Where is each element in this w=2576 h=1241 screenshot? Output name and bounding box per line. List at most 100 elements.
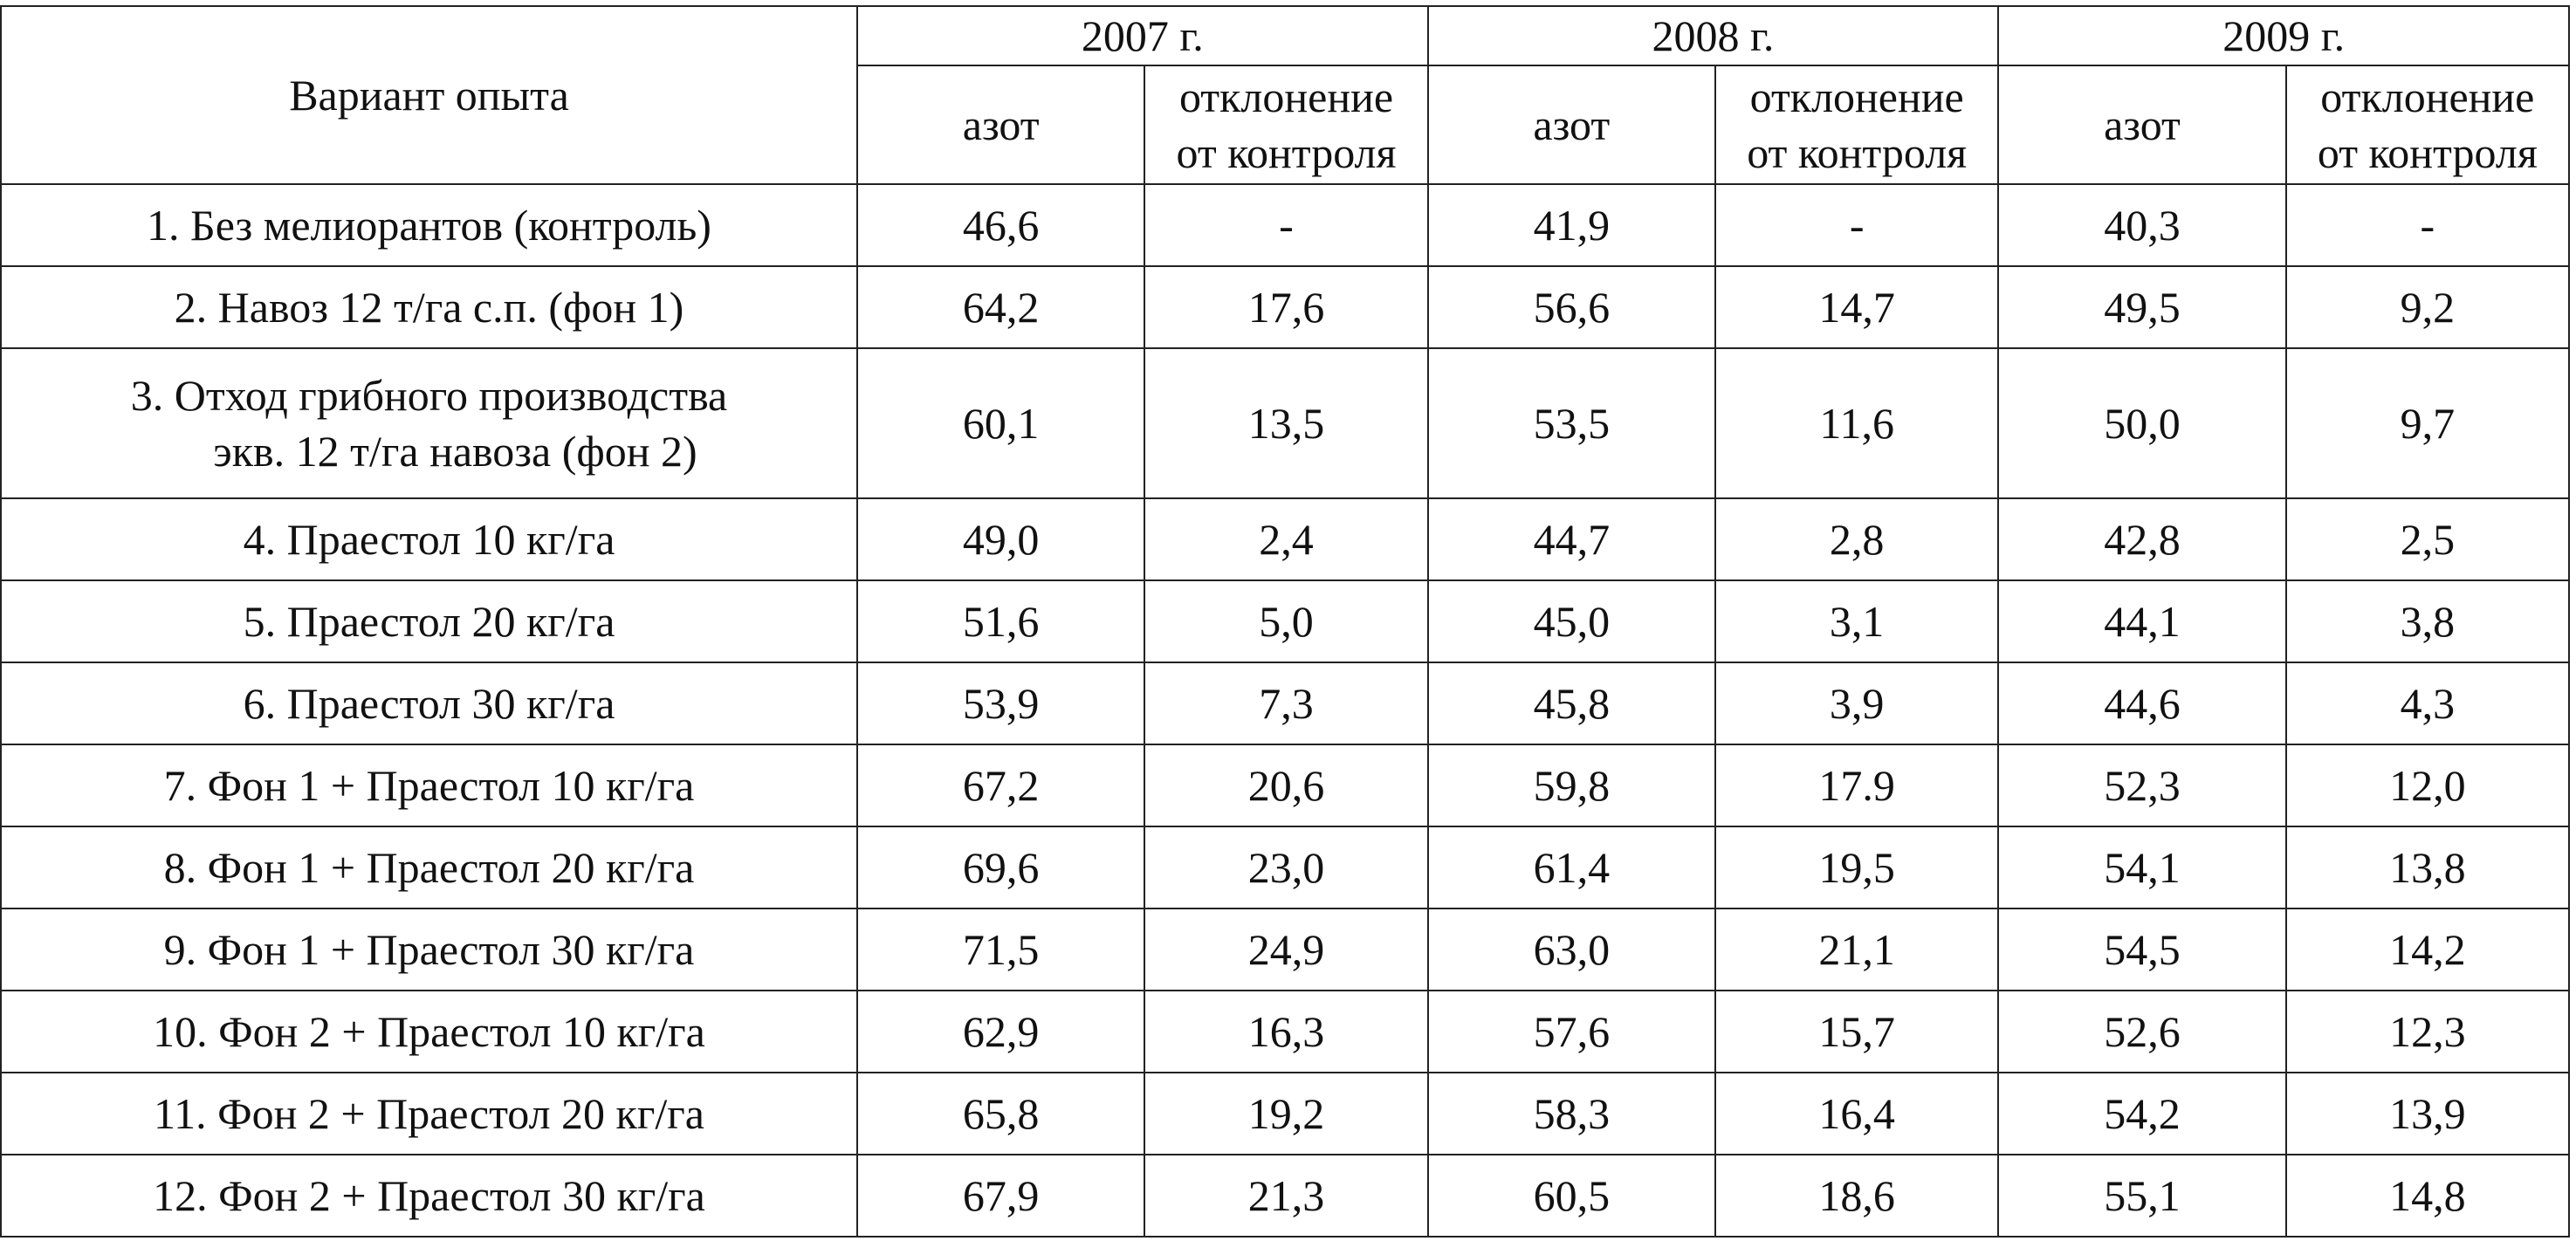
table-body: 1. Без мелиорантов (контроль) 46,6-41,9-4… <box>0 183 2571 1238</box>
variant-label: 11. Фон 2 + Праестол 20 кг/га <box>154 1089 704 1138</box>
table-row: 11. Фон 2 + Праестол 20 кг/га 65,8 19,2 58,… <box>0 1072 2571 1155</box>
nitrogen-2008-cell: 53,5 <box>1426 347 1717 499</box>
variant-label: 12. Фон 2 + Праестол 30 кг/га <box>153 1171 705 1220</box>
nitrogen-2008-cell: 56,6 <box>1426 265 1717 349</box>
deviation-2008-cell: 16,4 <box>1714 1072 2000 1155</box>
table-row: 8. Фон 1 + Праестол 20 кг/га 69,6 23,0 61,4… <box>0 826 2571 909</box>
deviation-2008-cell: 17.9 <box>1714 744 2000 827</box>
variant-cell: 11. Фон 2 + Праестол 20 кг/га <box>0 1072 858 1155</box>
deviation-2009-cell: 13,9 <box>2284 1072 2571 1155</box>
nitrogen-2009-cell: 52,3 <box>1997 744 2287 827</box>
nitrogen-2008-cell: 57,6 <box>1426 990 1717 1073</box>
deviation-2007-cell: 5,0 <box>1144 579 1429 663</box>
variant-label: 7. Фон 1 + Праестол 10 кг/га <box>163 761 695 810</box>
nitrogen-2007-cell: 49,0 <box>855 497 1146 581</box>
nitrogen-2009-cell: 44,1 <box>1997 579 2287 663</box>
nitrogen-2007-cell: 71,5 <box>855 908 1146 991</box>
deviation-2009-cell: 9,2 <box>2284 265 2571 349</box>
nitrogen-2008-cell: 45,8 <box>1426 662 1717 745</box>
subheader-deviation-line1: отклонение <box>2320 72 2535 121</box>
variant-cell: 12. Фон 2 + Праестол 30 кг/га <box>0 1154 858 1238</box>
year-header-2007: 2007 г. <box>856 5 1429 66</box>
header-row-years: Вариант опыта 2007 г. 2008 г. 2009 г. <box>0 5 2570 185</box>
deviation-2008-cell: 11,6 <box>1714 347 2000 499</box>
subheader-nitrogen: азот <box>1997 65 2287 185</box>
deviation-2009-cell: - <box>2284 183 2571 267</box>
deviation-2008-cell: 3,1 <box>1714 579 2000 663</box>
variant-cell: 8. Фон 1 + Праестол 20 кг/га <box>0 826 858 909</box>
deviation-2007-cell: 2,4 <box>1144 497 1429 581</box>
nitrogen-2007-cell: 69,6 <box>855 826 1146 909</box>
deviation-2009-cell: 14,2 <box>2284 908 2571 991</box>
deviation-2008-cell: 3,9 <box>1714 662 2000 745</box>
nitrogen-2009-cell: 55,1 <box>1997 1154 2287 1238</box>
nitrogen-2007-cell: 53,9 <box>855 662 1146 745</box>
deviation-2009-cell: 9,7 <box>2284 347 2571 499</box>
deviation-2008-cell: 19,5 <box>1714 826 2000 909</box>
nitrogen-2009-cell: 54,1 <box>1997 826 2287 909</box>
deviation-2007-cell: - <box>1144 183 1429 267</box>
nitrogen-2008-cell: 41,9 <box>1426 183 1717 267</box>
data-table: Вариант опыта 2007 г. 2008 г. 2009 г. аз… <box>0 5 2571 1238</box>
deviation-2008-cell: 2,8 <box>1714 497 2000 581</box>
subheader-deviation-line2: от контроля <box>1747 128 1968 177</box>
nitrogen-2008-cell: 59,8 <box>1426 744 1717 827</box>
variant-cell: 5. Праестол 20 кг/га <box>0 579 858 663</box>
subheader-deviation: отклонение от контроля <box>2284 65 2571 185</box>
variant-label: 2. Навоз 12 т/га с.п. (фон 1) <box>174 283 684 332</box>
nitrogen-2007-cell: 67,2 <box>855 744 1146 827</box>
nitrogen-2007-cell: 62,9 <box>855 990 1146 1073</box>
variant-label: 5. Праестол 20 кг/га <box>243 597 615 646</box>
subheader-deviation-line1: отклонение <box>1749 72 1964 121</box>
deviation-2008-cell: - <box>1714 183 2000 267</box>
subheader-nitrogen: азот <box>855 65 1146 185</box>
variant-column-header: Вариант опыта <box>0 5 858 185</box>
nitrogen-2007-cell: 67,9 <box>855 1154 1146 1238</box>
subheader-deviation: отклонение от контроля <box>1144 65 1429 185</box>
subheader-deviation: отклонение от контроля <box>1714 65 2000 185</box>
nitrogen-2007-cell: 46,6 <box>855 183 1146 267</box>
variant-cell: 9. Фон 1 + Праестол 30 кг/га <box>0 908 858 991</box>
deviation-2009-cell: 4,3 <box>2284 662 2571 745</box>
variant-cell: 6. Праестол 30 кг/га <box>0 662 858 745</box>
variant-label: 3. Отход грибного производства <box>130 371 728 420</box>
variant-cell: 3. Отход грибного производства экв. 12 т/… <box>0 347 858 499</box>
deviation-2009-cell: 14,8 <box>2284 1154 2571 1238</box>
deviation-2007-cell: 17,6 <box>1144 265 1429 349</box>
nitrogen-2009-cell: 44,6 <box>1997 662 2287 745</box>
year-header-2009: 2009 г. <box>1997 5 2570 66</box>
variant-cell: 2. Навоз 12 т/га с.п. (фон 1) <box>0 265 858 349</box>
table-row: 10. Фон 2 + Праестол 10 кг/га 62,9 16,3 57,… <box>0 990 2571 1073</box>
deviation-2009-cell: 13,8 <box>2284 826 2571 909</box>
nitrogen-2009-cell: 42,8 <box>1997 497 2287 581</box>
deviation-2008-cell: 21,1 <box>1714 908 2000 991</box>
nitrogen-2008-cell: 61,4 <box>1426 826 1717 909</box>
header-row-subcolumns: азот отклонение от контроля азот отклоне… <box>1 65 2571 185</box>
deviation-2008-cell: 18,6 <box>1714 1154 2000 1238</box>
deviation-2009-cell: 12,0 <box>2284 744 2571 827</box>
nitrogen-2007-cell: 64,2 <box>855 265 1146 349</box>
deviation-2008-cell: 14,7 <box>1714 265 2000 349</box>
deviation-2008-cell: 15,7 <box>1714 990 2000 1073</box>
variant-label: 6. Праестол 30 кг/га <box>243 679 615 728</box>
nitrogen-2009-cell: 52,6 <box>1997 990 2287 1073</box>
table-row: 1. Без мелиорантов (контроль) 46,6-41,9-4… <box>0 183 2571 267</box>
table-row: 9. Фон 1 + Праестол 30 кг/га 71,5 24,9 63,0… <box>0 908 2571 991</box>
nitrogen-2007-cell: 65,8 <box>855 1072 1146 1155</box>
deviation-2009-cell: 12,3 <box>2284 990 2571 1073</box>
nitrogen-2008-cell: 60,5 <box>1426 1154 1717 1238</box>
table-row: 2. Навоз 12 т/га с.п. (фон 1) 64,2 17,6 56,… <box>0 265 2571 349</box>
table-row: 6. Праестол 30 кг/га 53,9 7,3 45,8 3,9 44,6 4,… <box>0 662 2571 745</box>
table-row: 7. Фон 1 + Праестол 10 кг/га 67,2 20,6 59,8… <box>0 744 2571 827</box>
nitrogen-2009-cell: 40,3 <box>1997 183 2287 267</box>
variant-label: 4. Праестол 10 кг/га <box>243 515 615 564</box>
variant-cell: 10. Фон 2 + Праестол 10 кг/га <box>0 990 858 1073</box>
variant-label: 10. Фон 2 + Праестол 10 кг/га <box>153 1007 705 1056</box>
deviation-2007-cell: 21,3 <box>1144 1154 1429 1238</box>
deviation-2007-cell: 19,2 <box>1144 1072 1429 1155</box>
subheader-nitrogen: азот <box>1426 65 1717 185</box>
deviation-2007-cell: 16,3 <box>1144 990 1429 1073</box>
nitrogen-2007-cell: 60,1 <box>855 347 1146 499</box>
table-row: 5. Праестол 20 кг/га 51,6 5,0 45,0 3,1 44,1 3,… <box>0 579 2571 663</box>
nitrogen-2008-cell: 45,0 <box>1426 579 1717 663</box>
